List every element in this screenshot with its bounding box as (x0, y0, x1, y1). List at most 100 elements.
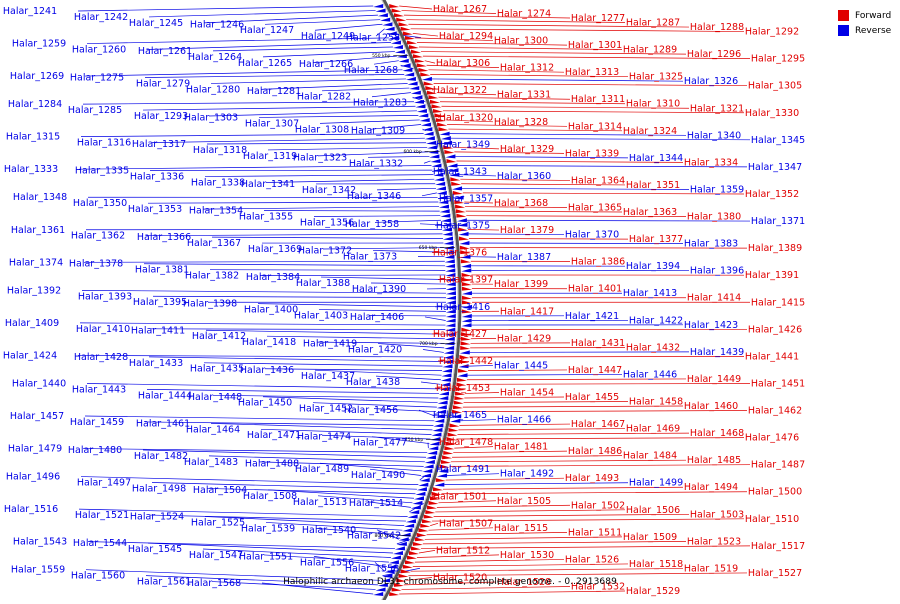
gene-label-forward[interactable]: Halar_1380 (687, 212, 741, 223)
gene-label-reverse[interactable]: Halar_1357 (439, 193, 493, 204)
gene-arrow-reverse[interactable] (445, 154, 455, 158)
gene-label-reverse[interactable]: Halar_1265 (238, 58, 292, 69)
gene-label-reverse[interactable]: Halar_1504 (193, 485, 247, 496)
gene-label-reverse[interactable]: Halar_1423 (684, 320, 738, 331)
gene-arrow-reverse[interactable] (406, 519, 416, 523)
gene-arrow-reverse[interactable] (376, 9, 386, 13)
gene-arrow-forward[interactable] (389, 4, 399, 8)
gene-arrow-reverse[interactable] (373, 4, 383, 8)
gene-label-reverse[interactable]: Halar_1539 (241, 523, 295, 534)
gene-label-reverse[interactable]: Halar_1353 (128, 204, 182, 215)
gene-arrow-forward[interactable] (459, 236, 469, 240)
gene-label-reverse[interactable]: Halar_1466 (497, 415, 551, 426)
gene-label-reverse[interactable]: Halar_1259 (12, 39, 66, 50)
gene-arrow-forward[interactable] (446, 159, 456, 163)
gene-arrow-forward[interactable] (403, 31, 413, 35)
gene-label-forward[interactable]: Halar_1432 (626, 342, 680, 353)
gene-label-reverse[interactable]: Halar_1448 (188, 392, 242, 403)
gene-label-reverse[interactable]: Halar_1422 (629, 315, 683, 326)
gene-label-reverse[interactable]: Halar_1268 (344, 65, 398, 76)
gene-label-reverse[interactable]: Halar_1261 (138, 46, 192, 57)
gene-label-reverse[interactable]: Halar_1412 (192, 331, 246, 342)
gene-label-reverse[interactable]: Halar_1424 (3, 350, 57, 361)
gene-label-forward[interactable]: Halar_1481 (494, 442, 548, 453)
gene-label-reverse[interactable]: Halar_1384 (246, 272, 300, 283)
gene-label-reverse[interactable]: Halar_1360 (497, 171, 551, 182)
gene-label-reverse[interactable]: Halar_1383 (684, 239, 738, 250)
gene-label-reverse[interactable]: Halar_1281 (247, 86, 301, 97)
gene-label-reverse[interactable]: Halar_1390 (352, 284, 406, 295)
gene-label-reverse[interactable]: Halar_1461 (136, 418, 190, 429)
gene-arrow-reverse[interactable] (438, 396, 448, 400)
gene-label-forward[interactable]: Halar_1313 (565, 67, 619, 78)
gene-label-forward[interactable]: Halar_1267 (433, 4, 487, 15)
gene-label-reverse[interactable]: Halar_1496 (6, 472, 60, 483)
gene-arrow-reverse[interactable] (442, 369, 452, 373)
gene-label-forward[interactable]: Halar_1376 (433, 248, 487, 259)
gene-arrow-forward[interactable] (392, 9, 402, 13)
gene-arrow-reverse[interactable] (440, 214, 450, 218)
gene-label-reverse[interactable]: Halar_1370 (565, 230, 619, 241)
gene-label-reverse[interactable]: Halar_1456 (344, 405, 398, 416)
gene-label-reverse[interactable]: Halar_1344 (629, 153, 683, 164)
gene-label-reverse[interactable]: Halar_1409 (5, 318, 59, 329)
gene-label-forward[interactable]: Halar_1451 (751, 378, 805, 389)
gene-arrow-forward[interactable] (413, 542, 423, 546)
gene-arrow-reverse[interactable] (395, 546, 405, 550)
gene-arrow-forward[interactable] (447, 432, 457, 436)
gene-label-reverse[interactable]: Halar_1354 (189, 206, 243, 217)
gene-label-forward[interactable]: Halar_1426 (748, 324, 802, 335)
gene-arrow-reverse[interactable] (428, 446, 438, 450)
gene-label-forward[interactable]: Halar_1417 (500, 306, 554, 317)
gene-arrow-reverse[interactable] (395, 50, 405, 54)
gene-arrow-forward[interactable] (409, 45, 419, 49)
gene-label-reverse[interactable]: Halar_1283 (353, 98, 407, 109)
gene-label-forward[interactable]: Halar_1401 (568, 284, 622, 295)
gene-label-reverse[interactable]: Halar_1406 (350, 312, 404, 323)
gene-arrow-reverse[interactable] (399, 59, 409, 63)
gene-label-reverse[interactable]: Halar_1479 (8, 444, 62, 455)
gene-arrow-reverse[interactable] (440, 132, 450, 136)
gene-arrow-forward[interactable] (456, 214, 466, 218)
gene-arrow-reverse[interactable] (445, 264, 455, 268)
gene-label-reverse[interactable]: Halar_1293 (134, 111, 188, 122)
gene-arrow-forward[interactable] (436, 478, 446, 482)
gene-arrow-forward[interactable] (454, 396, 464, 400)
gene-label-reverse[interactable]: Halar_1490 (351, 470, 405, 481)
gene-label-reverse[interactable]: Halar_1382 (185, 271, 239, 282)
gene-label-reverse[interactable]: Halar_1246 (190, 19, 244, 30)
gene-label-reverse[interactable]: Halar_1335 (75, 166, 129, 177)
gene-label-reverse[interactable]: Halar_1340 (687, 130, 741, 141)
gene-label-forward[interactable]: Halar_1453 (436, 383, 490, 394)
gene-arrow-reverse[interactable] (459, 232, 469, 236)
gene-label-reverse[interactable]: Halar_1359 (690, 184, 744, 195)
gene-label-reverse[interactable]: Halar_1392 (7, 285, 61, 296)
gene-arrow-reverse[interactable] (436, 186, 446, 190)
gene-label-reverse[interactable]: Halar_1395 (133, 297, 187, 308)
gene-label-reverse[interactable]: Halar_1361 (11, 225, 65, 236)
gene-label-forward[interactable]: Halar_1296 (687, 49, 741, 60)
gene-label-reverse[interactable]: Halar_1480 (68, 445, 122, 456)
gene-arrow-reverse[interactable] (422, 77, 432, 81)
gene-label-forward[interactable]: Halar_1379 (500, 225, 554, 236)
gene-label-forward[interactable]: Halar_1502 (571, 500, 625, 511)
gene-label-reverse[interactable]: Halar_1242 (74, 12, 128, 23)
gene-label-forward[interactable]: Halar_1485 (687, 455, 741, 466)
gene-label-reverse[interactable]: Halar_1347 (748, 162, 802, 173)
gene-arrow-forward[interactable] (438, 127, 448, 131)
gene-arrow-reverse[interactable] (440, 209, 450, 213)
gene-arrow-reverse[interactable] (404, 524, 414, 528)
gene-label-reverse[interactable]: Halar_1410 (76, 324, 130, 335)
gene-label-reverse[interactable]: Halar_1400 (244, 305, 298, 316)
gene-label-forward[interactable]: Halar_1365 (568, 203, 622, 214)
gene-label-forward[interactable]: Halar_1478 (439, 437, 493, 448)
gene-label-forward[interactable]: Halar_1294 (439, 31, 493, 42)
gene-label-forward[interactable]: Halar_1312 (500, 63, 554, 74)
gene-label-forward[interactable]: Halar_1511 (568, 527, 622, 538)
gene-label-reverse[interactable]: Halar_1362 (71, 231, 125, 242)
gene-label-reverse[interactable]: Halar_1421 (565, 311, 619, 322)
gene-arrow-reverse[interactable] (433, 423, 443, 427)
gene-label-reverse[interactable]: Halar_1369 (248, 244, 302, 255)
gene-label-reverse[interactable]: Halar_1394 (626, 261, 680, 272)
gene-label-forward[interactable]: Halar_1295 (751, 54, 805, 65)
